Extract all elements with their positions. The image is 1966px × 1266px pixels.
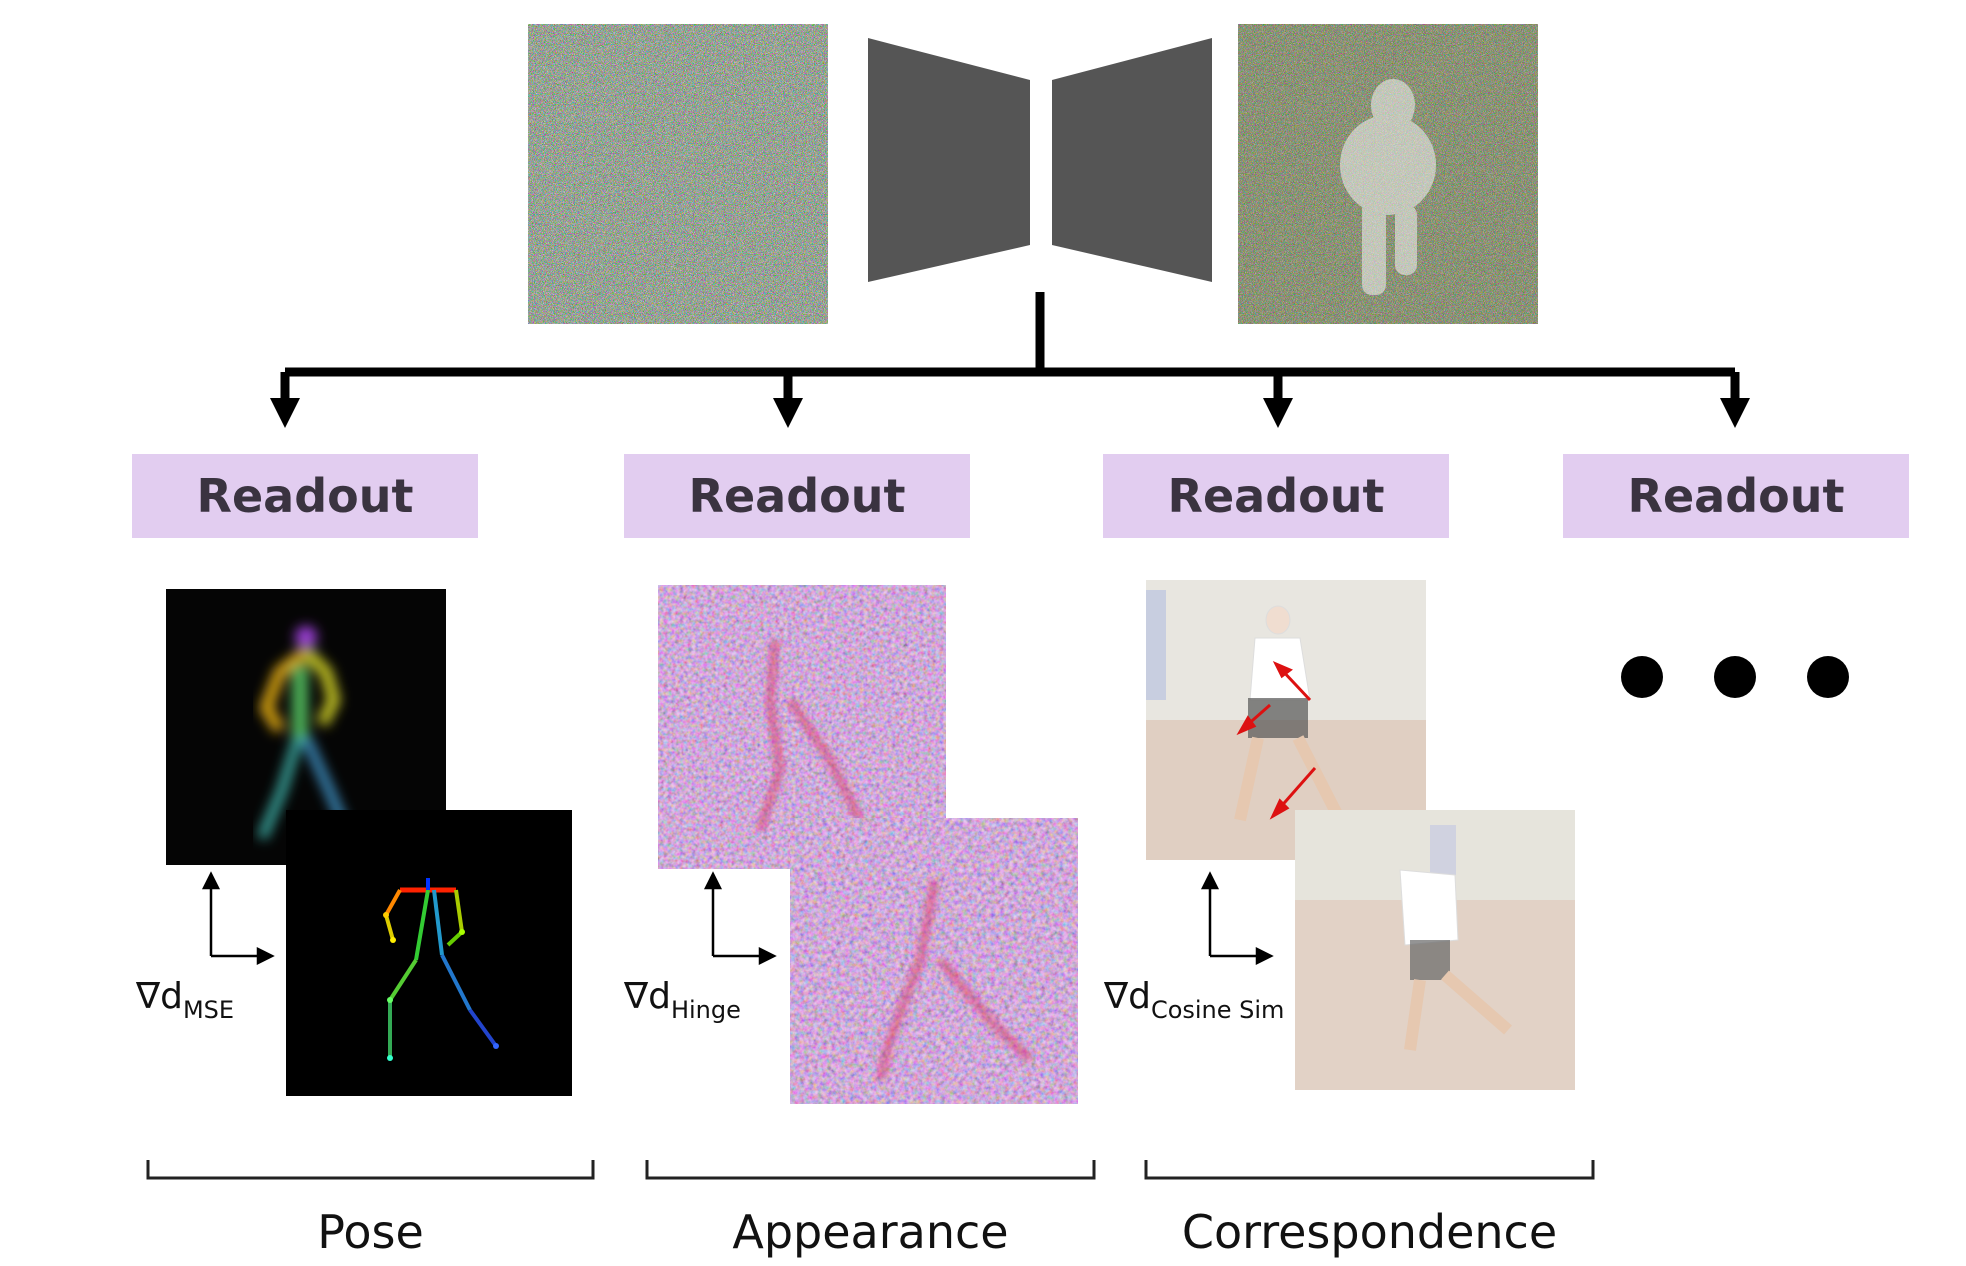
pose-bracket: [146, 1160, 595, 1180]
readout-box-1: Readout: [132, 454, 478, 538]
readout-box-3: Readout: [1103, 454, 1449, 538]
noise-input-image: [528, 24, 828, 324]
appearance-axis-icon: [703, 871, 777, 966]
gradient-symbol: ∇d: [1104, 976, 1151, 1017]
network-icon: [868, 38, 1212, 282]
gradient-symbol: ∇d: [136, 976, 183, 1017]
category-label-pose: Pose: [317, 1205, 424, 1259]
appearance-bracket: [645, 1160, 1096, 1180]
category-label-appearance: Appearance: [732, 1205, 1009, 1259]
correspondence-bracket: [1144, 1160, 1595, 1180]
appearance-image-2: [790, 818, 1078, 1104]
gradient-subscript: Cosine Sim: [1150, 996, 1285, 1024]
gradient-label-cosine-sim: ∇dCosine Sim: [1104, 976, 1284, 1024]
arrowhead-1: [270, 398, 300, 428]
gradient-symbol: ∇d: [624, 976, 671, 1017]
gradient-subscript: MSE: [182, 996, 235, 1024]
arrowhead-3: [1263, 398, 1293, 428]
readout-box-4: Readout: [1563, 454, 1909, 538]
gradient-label-hinge: ∇dHinge: [624, 976, 741, 1024]
arrowhead-4: [1720, 398, 1750, 428]
decoder-shape: [1052, 38, 1212, 282]
correspondence-axis-icon: [1200, 871, 1274, 966]
pose-skeleton-image: [286, 810, 572, 1096]
readout-box-2: Readout: [624, 454, 970, 538]
ellipsis-dots: [1621, 656, 1849, 698]
pose-axis-icon: [201, 871, 275, 966]
gradient-subscript: Hinge: [670, 996, 741, 1024]
noisy-image: [1238, 24, 1538, 324]
category-label-correspondence: Correspondence: [1181, 1205, 1558, 1259]
correspondence-image-1: [1146, 580, 1426, 860]
encoder-shape: [868, 38, 1030, 282]
correspondence-image-2: [1295, 810, 1575, 1090]
gradient-label-mse: ∇dMSE: [136, 976, 234, 1024]
arrowhead-2: [773, 398, 803, 428]
connector-tree: [280, 292, 1740, 400]
